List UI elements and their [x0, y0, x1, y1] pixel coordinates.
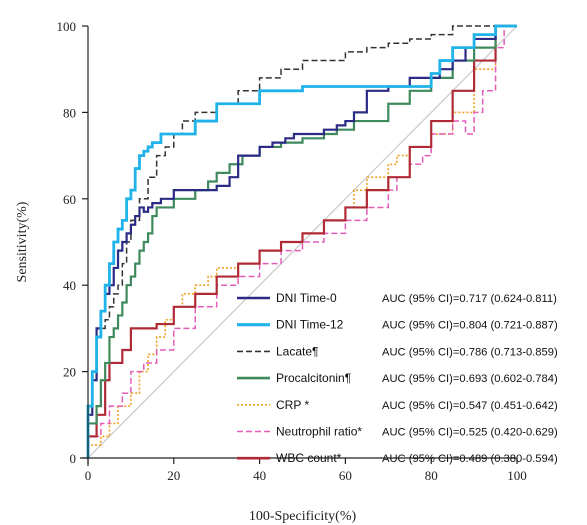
x-tick-label: 0	[85, 468, 92, 483]
legend-auc-value: AUC (95% CI)=0.547 (0.451-0.642)	[382, 400, 558, 412]
roc-curve-series-6	[86, 24, 517, 458]
y-tick-label: 100	[57, 19, 77, 34]
x-axis-title: 100-Specificity(%)	[249, 509, 357, 524]
x-tick-label: 20	[167, 468, 180, 483]
legend-label: Procalcitonin¶	[276, 371, 351, 385]
legend-label: Neutrophil ratio*	[276, 425, 362, 439]
y-tick-label: 40	[63, 278, 76, 293]
legend-auc-value: AUC (95% CI)=0.525 (0.420-0.629)	[382, 427, 558, 439]
roc-curve-series-1	[86, 24, 517, 458]
y-tick-label: 0	[70, 451, 77, 466]
legend: DNI Time-0 AUC (95% CI)=0.717 (0.624-0.81…	[237, 291, 558, 465]
x-tick-label: 100	[507, 468, 527, 483]
roc-curve-series-3	[86, 24, 517, 458]
legend-auc-value: AUC (95% CI)=0.489 (0.380-0.594)	[382, 453, 558, 465]
y-axis-title: Sensitivity(%)	[15, 201, 30, 282]
legend-auc-value: AUC (95% CI)=0.693 (0.602-0.784)	[382, 373, 558, 385]
x-tick-label: 40	[253, 468, 266, 483]
x-tick-label: 60	[339, 468, 352, 483]
legend-auc-value: AUC (95% CI)=0.804 (0.721-0.887)	[382, 320, 558, 332]
y-tick-label: 80	[63, 105, 76, 120]
legend-label: DNI Time-12	[276, 318, 344, 332]
legend-label: CRP *	[276, 398, 309, 412]
y-tick-label: 60	[63, 192, 76, 207]
x-tick-label: 80	[425, 468, 438, 483]
legend-label: WBC count*	[276, 451, 342, 465]
legend-label: DNI Time-0	[276, 291, 337, 305]
legend-auc-value: AUC (95% CI)=0.717 (0.624-0.811)	[382, 293, 557, 305]
legend-auc-value: AUC (95% CI)=0.786 (0.713-0.859)	[382, 346, 558, 358]
roc-curve-series-5	[87, 25, 517, 458]
y-tick-label: 20	[63, 365, 76, 380]
series-layer	[86, 24, 517, 458]
axes-layer: 0 20 40 60 80 100 0 20 40 60 80 100	[57, 19, 527, 483]
legend-label: Lacate¶	[276, 344, 318, 358]
